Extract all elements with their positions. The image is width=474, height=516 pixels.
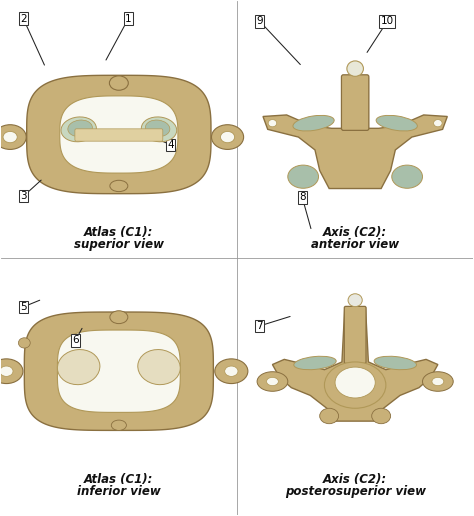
- Text: 2: 2: [20, 14, 27, 24]
- Text: 9: 9: [256, 17, 263, 26]
- Ellipse shape: [0, 359, 23, 383]
- Ellipse shape: [68, 120, 92, 137]
- Text: 3: 3: [20, 191, 27, 201]
- Text: inferior view: inferior view: [77, 486, 161, 498]
- Ellipse shape: [146, 120, 170, 137]
- Ellipse shape: [319, 408, 338, 424]
- Text: 6: 6: [72, 335, 79, 345]
- Polygon shape: [27, 75, 211, 194]
- Ellipse shape: [3, 132, 17, 143]
- Ellipse shape: [288, 165, 319, 188]
- Ellipse shape: [376, 116, 417, 131]
- Ellipse shape: [211, 125, 244, 150]
- Text: Axis (C2):: Axis (C2):: [323, 226, 387, 239]
- Text: 1: 1: [125, 14, 132, 24]
- Text: Atlas (C1):: Atlas (C1):: [84, 226, 154, 239]
- Ellipse shape: [110, 180, 128, 191]
- Ellipse shape: [110, 311, 128, 324]
- Ellipse shape: [268, 120, 277, 127]
- Ellipse shape: [347, 61, 364, 76]
- FancyBboxPatch shape: [344, 307, 366, 363]
- Ellipse shape: [141, 117, 177, 142]
- Text: Axis (C2):: Axis (C2):: [323, 473, 387, 486]
- Ellipse shape: [434, 120, 442, 127]
- Ellipse shape: [220, 132, 235, 143]
- Text: Atlas (C1):: Atlas (C1):: [84, 473, 154, 486]
- Ellipse shape: [0, 125, 26, 150]
- Text: 5: 5: [20, 302, 27, 312]
- Ellipse shape: [266, 377, 278, 385]
- Text: 10: 10: [381, 17, 394, 26]
- FancyBboxPatch shape: [75, 129, 163, 141]
- Ellipse shape: [0, 366, 13, 376]
- Text: 8: 8: [299, 192, 306, 202]
- Text: posterosuperior view: posterosuperior view: [285, 486, 426, 498]
- Polygon shape: [273, 308, 438, 421]
- Ellipse shape: [372, 408, 391, 424]
- Ellipse shape: [392, 165, 422, 188]
- Ellipse shape: [18, 338, 30, 348]
- Polygon shape: [60, 96, 178, 173]
- Ellipse shape: [257, 372, 288, 391]
- Ellipse shape: [215, 359, 248, 383]
- Ellipse shape: [111, 420, 127, 430]
- Ellipse shape: [422, 372, 453, 391]
- Text: superior view: superior view: [74, 238, 164, 251]
- Ellipse shape: [138, 349, 180, 384]
- Ellipse shape: [225, 366, 238, 376]
- Ellipse shape: [348, 294, 362, 307]
- Ellipse shape: [432, 377, 444, 385]
- Polygon shape: [57, 330, 180, 412]
- Ellipse shape: [293, 116, 334, 131]
- Ellipse shape: [109, 76, 128, 90]
- FancyBboxPatch shape: [341, 75, 369, 131]
- Ellipse shape: [374, 356, 417, 369]
- Ellipse shape: [61, 117, 96, 142]
- Polygon shape: [263, 78, 447, 188]
- Text: 4: 4: [167, 140, 174, 150]
- Text: anterior view: anterior view: [311, 238, 399, 251]
- Ellipse shape: [324, 362, 386, 408]
- Polygon shape: [24, 312, 213, 430]
- Ellipse shape: [57, 349, 100, 384]
- Text: 7: 7: [256, 321, 263, 331]
- Ellipse shape: [335, 367, 375, 398]
- Ellipse shape: [294, 356, 336, 369]
